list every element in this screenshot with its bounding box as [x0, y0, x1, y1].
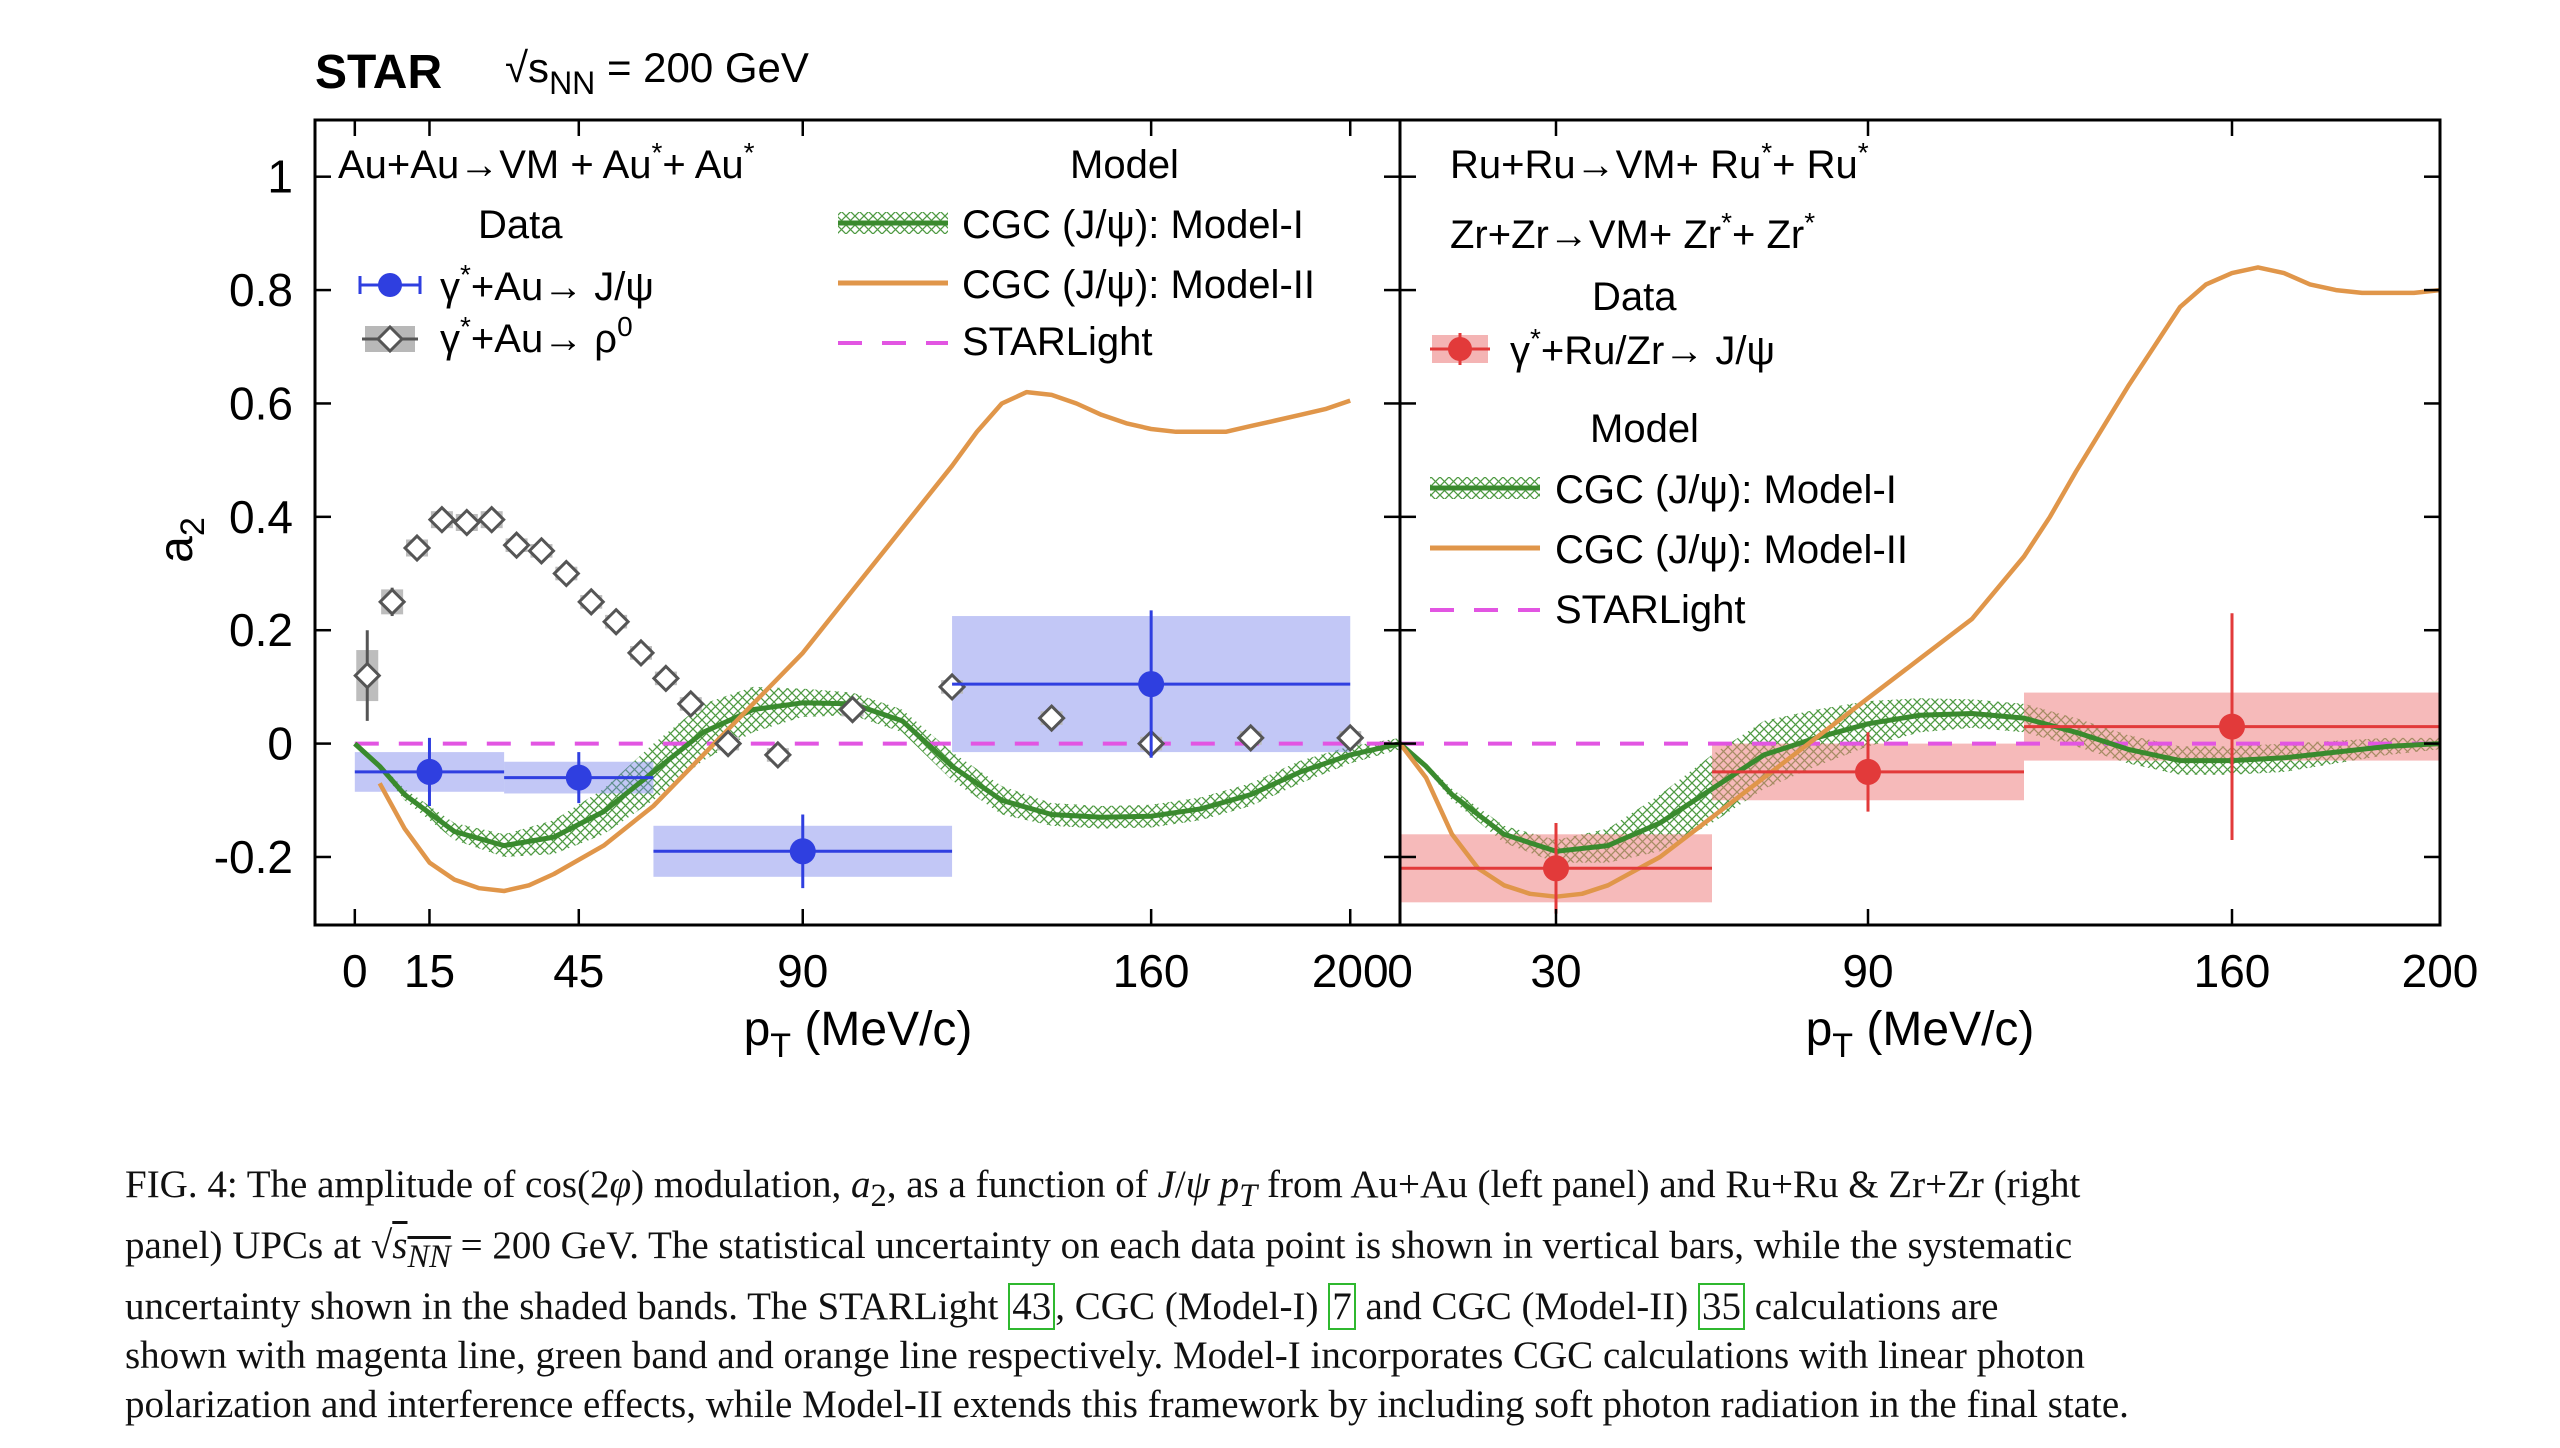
rho-point — [552, 559, 581, 588]
rho-point — [713, 729, 743, 758]
ref-7[interactable]: 7 — [1328, 1282, 1356, 1330]
rho-point — [1037, 703, 1066, 733]
left-legend-starlight: STARLight — [838, 320, 1152, 364]
rho-point — [502, 531, 531, 560]
y-tick-label: 0.8 — [229, 264, 293, 316]
rho-point — [601, 607, 631, 636]
legend-model1-label: CGC (J/ψ): Model-I — [962, 203, 1304, 247]
right-data-heading: Data — [1592, 275, 1677, 319]
right-legend-model1: CGC (J/ψ): Model-I — [1430, 468, 1897, 512]
rho-point — [763, 740, 792, 770]
right-legend-model1-label: CGC (J/ψ): Model-I — [1555, 468, 1897, 512]
rho-point — [353, 661, 382, 690]
right-jpsi-point — [1543, 855, 1569, 882]
legend-model2-label: CGC (J/ψ): Model-II — [962, 263, 1315, 307]
right-x-tick-label: 90 — [1842, 945, 1893, 997]
right-model-heading: Model — [1590, 407, 1699, 451]
rho-point — [1336, 723, 1365, 753]
left-model-heading: Model — [1070, 143, 1179, 187]
left-x-tick-label: 160 — [1113, 945, 1190, 997]
y-tick-label: 0 — [267, 718, 293, 770]
caption-line-1: FIG. 4: The amplitude of cos(2φ) modulat… — [125, 1163, 2081, 1214]
right-frame — [1398, 118, 2442, 927]
caption-line-5: polarization and interference effects, w… — [125, 1382, 2129, 1426]
right-model1-line — [1400, 711, 2440, 854]
left-plot-area — [353, 389, 1400, 894]
right-legend-jpsi: γ*+Ru/Zr→ J/ψ — [1430, 323, 1775, 373]
energy-label: √sNN = 200 GeV — [505, 44, 809, 101]
legend-jpsi-ruzr-label: γ*+Ru/Zr→ J/ψ — [1510, 323, 1775, 373]
y-tick-label: -0.2 — [214, 831, 293, 883]
y-axis-label: a2 — [150, 517, 212, 563]
legend-starlight-label: STARLight — [962, 320, 1152, 364]
right-model2-line — [1400, 265, 2440, 899]
ref-43[interactable]: 43 — [1008, 1282, 1056, 1330]
rho-point — [527, 536, 556, 565]
right-panel: 0 30 90 160 200 Ru+Ru→VM+ Ru*+ Ru* Zr+Zr→VM+… — [1387, 118, 2478, 997]
left-x-tick-label: 200 — [1312, 945, 1389, 997]
rho-point — [452, 508, 481, 537]
left-x-tick-label: 0 — [342, 945, 368, 997]
left-data-heading: Data — [478, 203, 563, 247]
right-x-axis-label: pT (MeV/c) — [1806, 1003, 2035, 1065]
right-axes: 0 30 90 160 200 — [1387, 120, 2478, 997]
caption-line-2: panel) UPCs at √sNN = 200 GeV. The stati… — [125, 1223, 2073, 1275]
rho-point — [651, 664, 681, 693]
right-legend-model2: CGC (J/ψ): Model-II — [1430, 528, 1908, 572]
left-x-tick-label: 90 — [777, 945, 828, 997]
y-tick-label: 0.4 — [229, 491, 293, 543]
legend-jpsi-au-label: γ*+Au→ J/ψ — [440, 259, 654, 309]
left-legend-rho: γ*+Au→ ρ0 — [362, 311, 633, 361]
right-marks — [1400, 265, 2440, 914]
left-panel: 0 15 45 90 160 200 -0.2 0 0.2 0.4 0.6 0.8 1 Au+Au→VM… — [214, 118, 1402, 997]
rho-point — [1236, 723, 1265, 753]
y-tick-label: 0.2 — [229, 604, 293, 656]
right-x-tick-label: 0 — [1387, 945, 1413, 997]
left-jpsi-point — [789, 838, 816, 865]
right-x-tick-label: 160 — [2194, 945, 2271, 997]
right-x-tick-label: 30 — [1530, 945, 1581, 997]
right-process-label-2: Zr+Zr→VM+ Zr*+ Zr* — [1450, 207, 1815, 257]
left-x-axis-label: pT (MeV/c) — [744, 1003, 973, 1065]
left-model2-line — [377, 389, 1351, 894]
right-legend-model2-label: CGC (J/ψ): Model-II — [1555, 528, 1908, 572]
right-jpsi-point — [1855, 758, 1881, 785]
left-jpsi-point — [1138, 671, 1165, 698]
figure-caption: FIG. 4: The amplitude of cos(2φ) modulat… — [125, 1160, 2485, 1429]
figure: STAR √sNN = 200 GeV 0 15 45 90 160 200 -0.2 0 0.… — [150, 44, 2478, 1065]
rho-point — [838, 695, 867, 724]
left-legend-model1: CGC (J/ψ): Model-I — [838, 203, 1304, 247]
y-tick-label: 0.6 — [229, 377, 293, 429]
left-legend-jpsi: γ*+Au→ J/ψ — [358, 259, 654, 309]
right-process-label: Ru+Ru→VM+ Ru*+ Ru* — [1450, 137, 1869, 187]
rho-point — [477, 505, 506, 534]
rho-point — [427, 505, 457, 534]
right-legend-starlight: STARLight — [1430, 588, 1745, 632]
caption-line-4: shown with magenta line, green band and … — [125, 1333, 2085, 1377]
rho-point — [577, 587, 606, 616]
left-legend-model2: CGC (J/ψ): Model-II — [838, 263, 1315, 307]
left-marks — [353, 389, 1400, 894]
left-process-label: Au+Au→VM + Au*+ Au* — [338, 137, 755, 187]
caption-line-3: uncertainty shown in the shaded bands. T… — [125, 1282, 1999, 1330]
right-jpsi-point — [2219, 713, 2245, 740]
rho-point — [402, 533, 432, 563]
left-jpsi-point — [565, 764, 592, 791]
legend-rho-au-label: γ*+Au→ ρ0 — [440, 311, 633, 361]
rho-point — [676, 689, 705, 719]
right-legend-starlight-label: STARLight — [1555, 588, 1745, 632]
right-x-tick-label: 200 — [2402, 945, 2479, 997]
right-plot-area — [1400, 265, 2440, 914]
left-jpsi-point — [416, 758, 443, 785]
experiment-label: STAR — [315, 46, 442, 99]
left-axes: 0 15 45 90 160 200 -0.2 0 0.2 0.4 0.6 0.8 1 — [214, 120, 1400, 997]
left-x-tick-label: 45 — [553, 945, 604, 997]
rho-point — [626, 638, 656, 668]
rho-point — [378, 587, 407, 616]
left-x-tick-label: 15 — [404, 945, 455, 997]
ref-35[interactable]: 35 — [1698, 1282, 1746, 1330]
y-tick-label: 1 — [267, 151, 293, 203]
